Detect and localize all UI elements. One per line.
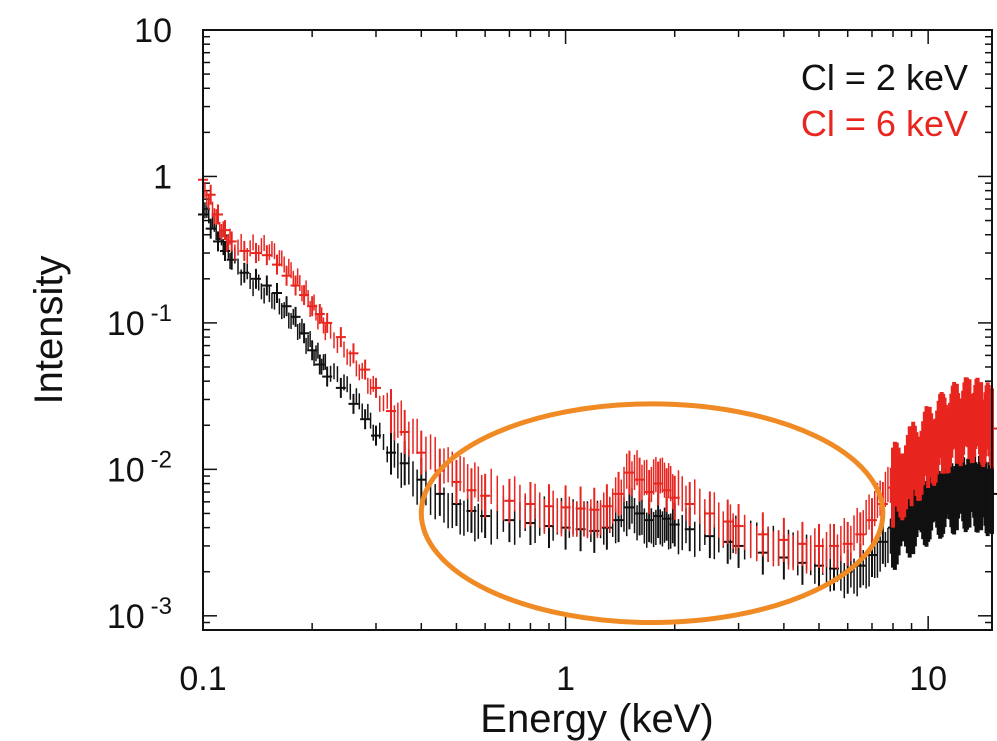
annotation-layer: [418, 401, 886, 626]
series-layer: [198, 169, 997, 599]
x-tick-label: 0.1: [179, 660, 226, 698]
highlight-ellipse: [418, 401, 886, 626]
x-tick-labels: 0.1 1 10: [179, 660, 947, 698]
x-tick-label: 1: [556, 660, 575, 698]
legend-entry-cl-2kev: Cl = 2 keV: [801, 57, 968, 98]
y-tick-label: 1: [153, 158, 172, 196]
y-axis-label: Intensity: [27, 256, 71, 405]
legend: Cl = 2 keV Cl = 6 keV: [801, 57, 968, 144]
plot-frame: [202, 29, 993, 631]
y-tick-label: 10 -3: [107, 593, 172, 636]
series-cl-6kev: [198, 169, 997, 574]
y-tick-label: 10 -1: [107, 300, 172, 343]
x-axis-label: Energy (keV): [480, 697, 713, 741]
legend-entry-cl-6kev: Cl = 6 keV: [801, 103, 968, 144]
x-tick-label: 10: [909, 660, 947, 698]
y-tick-label: 10 -2: [107, 446, 172, 489]
y-tick-labels: 10 1 10-1 10-2 10-3: [107, 12, 172, 636]
y-tick-label: 10: [134, 12, 172, 50]
